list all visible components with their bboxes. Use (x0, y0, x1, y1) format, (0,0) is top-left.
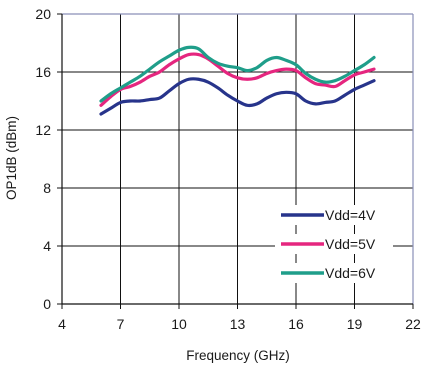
x-tick-label: 4 (58, 316, 66, 332)
series-lines (99, 45, 376, 116)
y-tick-label: 12 (35, 122, 51, 138)
legend-entry-background (275, 205, 393, 225)
x-tick-label: 10 (171, 316, 187, 332)
y-axis-title: OP1dB (dBm) (4, 116, 19, 200)
y-tick-label: 4 (43, 238, 51, 254)
y-tick-label: 16 (35, 64, 51, 80)
x-axis-title: Frequency (GHz) (186, 348, 290, 363)
x-tick-label: 13 (230, 316, 246, 332)
legend-entry-background (275, 263, 393, 283)
series-line-vdd-6v (99, 45, 376, 103)
series-line-vdd-5v (99, 52, 376, 107)
x-tick-label: 16 (288, 316, 304, 332)
legend-entry-background (275, 234, 393, 254)
legend-label-vdd-4v: Vdd=4V (325, 207, 376, 223)
grid (62, 14, 413, 304)
legend-label-vdd-6v: Vdd=6V (325, 265, 376, 281)
x-tick-label: 22 (405, 316, 421, 332)
series-line-vdd-4v (99, 77, 376, 116)
y-tick-label: 0 (43, 296, 51, 312)
legend: Vdd=4V Vdd=5V Vdd=6V (275, 205, 393, 283)
legend-label-vdd-5v: Vdd=5V (325, 236, 376, 252)
y-tick-labels: 0 4 8 12 16 20 (35, 6, 51, 312)
y-tick-label: 20 (35, 6, 51, 22)
y-tick-label: 8 (43, 180, 51, 196)
x-tick-label: 19 (347, 316, 363, 332)
plot-frame (57, 13, 414, 309)
x-tick-labels: 4 7 10 13 16 19 22 (58, 316, 421, 332)
x-tick-label: 7 (117, 316, 125, 332)
